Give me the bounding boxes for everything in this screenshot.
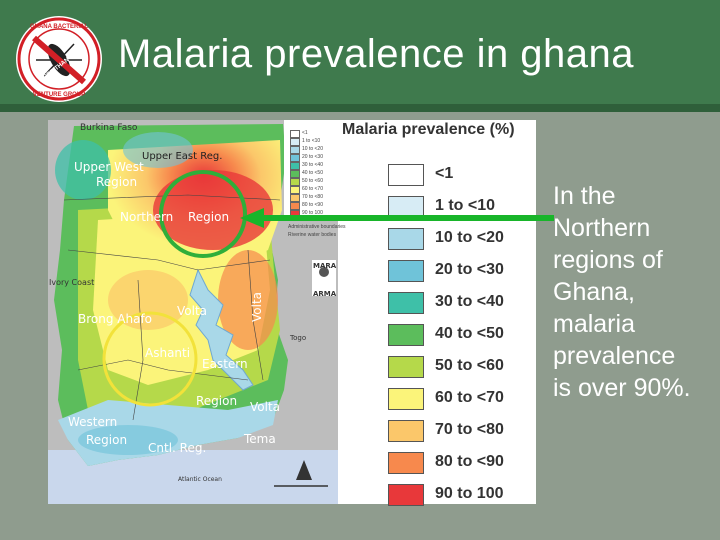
legend-label: 70 to <80 — [435, 421, 504, 438]
inset-legend-label: 40 to <50 — [302, 170, 323, 176]
caption-line: regions of — [553, 246, 663, 274]
legend-item: 70 to <80 — [388, 420, 534, 442]
label-ashanti: Ashanti — [145, 346, 191, 360]
inset-legend-label: 20 to <30 — [302, 154, 323, 160]
legend-label: 30 to <40 — [435, 293, 504, 310]
inset-legend-label: 90 to 100 — [302, 210, 323, 216]
label-eastern: Eastern — [202, 357, 248, 371]
north-arrow-icon — [296, 460, 312, 480]
inset-legend-swatch — [290, 138, 300, 146]
legend-label: 40 to <50 — [435, 325, 504, 342]
inset-legend-label: 50 to <60 — [302, 178, 323, 184]
label-upper-east: Upper East Reg. — [142, 151, 223, 162]
legend-item: 50 to <60 — [388, 356, 534, 378]
caption-line: Ghana, — [553, 278, 636, 306]
inset-legend-swatch — [290, 170, 300, 178]
ghana-prevalence-map — [48, 120, 338, 504]
legend-swatch — [388, 484, 424, 506]
label-tema: Tema — [244, 432, 276, 446]
legend-swatch — [388, 356, 424, 378]
mara-logo-icon — [312, 260, 336, 296]
pointer-arrow-icon — [240, 208, 554, 228]
logo-icon: GHANA BACTERIAL MORE THAN NETS VENTURE G… — [16, 16, 102, 102]
label-central-region: Cntl. Reg. — [148, 441, 207, 455]
inset-legend-swatch — [290, 162, 300, 170]
ashanti-highlight-circle — [102, 311, 198, 407]
inset-legend-label: 80 to <90 — [302, 202, 323, 208]
inset-legend-label: 70 to <80 — [302, 194, 323, 200]
label-volta-mid: Volta — [177, 304, 208, 318]
legend-item: 10 to <20 — [388, 228, 534, 250]
caption-text: In the Northern regions of Ghana, malari… — [553, 180, 713, 404]
legend-title: Malaria prevalence (%) — [342, 121, 515, 138]
legend-label: 10 to <20 — [435, 229, 504, 246]
legend-item: 90 to 100 — [388, 484, 534, 506]
legend-swatch — [388, 324, 424, 346]
legend-item: 20 to <30 — [388, 260, 534, 282]
caption-line: In the — [553, 182, 616, 210]
label-upper-west-region: Region — [96, 175, 138, 189]
caption-line: is over 90%. — [553, 374, 691, 402]
legend-label: 60 to <70 — [435, 389, 504, 406]
label-volta-vertical: Volta — [250, 291, 264, 322]
northern-highlight-circle — [159, 170, 247, 258]
inset-legend-label: 30 to <40 — [302, 162, 323, 168]
inset-legend-swatch — [290, 146, 300, 154]
label-northern: Northern — [120, 210, 174, 224]
inset-legend-label: <1 — [302, 130, 308, 136]
label-northern-region: Region — [188, 210, 230, 224]
legend-label: 20 to <30 — [435, 261, 504, 278]
inset-legend-label: 10 to <20 — [302, 146, 323, 152]
legend-swatch — [388, 388, 424, 410]
legend-item: 40 to <50 — [388, 324, 534, 346]
legend-label: 90 to 100 — [435, 485, 504, 502]
label-eastern-region: Region — [196, 394, 238, 408]
label-western-region: Region — [86, 433, 128, 447]
label-togo: Togo — [290, 334, 307, 342]
legend-swatch — [388, 260, 424, 282]
slide-title: Malaria prevalence in ghana — [118, 32, 635, 76]
inset-legend-swatch — [290, 130, 300, 138]
caption-line: prevalence — [553, 342, 676, 370]
label-atlantic: Atlantic Ocean — [178, 476, 222, 483]
legend-item: 30 to <40 — [388, 292, 534, 314]
inset-legend-label: 60 to <70 — [302, 186, 323, 192]
slide-header — [0, 0, 720, 112]
legend-item: <1 — [388, 164, 534, 186]
legend-label: 50 to <60 — [435, 357, 504, 374]
inset-legend-swatch — [290, 186, 300, 194]
legend-label: 80 to <90 — [435, 453, 504, 470]
label-ivory-coast: Ivory Coast — [49, 278, 95, 287]
legend-swatch — [388, 292, 424, 314]
label-burkina-faso: Burkina Faso — [80, 123, 138, 133]
legend-label: <1 — [435, 165, 454, 182]
label-western: Western — [68, 415, 118, 429]
inset-note-boundaries: Administrative boundaries — [288, 224, 346, 230]
inset-note-water: Riverine water bodies — [288, 232, 337, 238]
legend-swatch — [388, 164, 424, 186]
label-brong-ahafo: Brong Ahafo — [78, 312, 153, 326]
inset-legend-swatch — [290, 154, 300, 162]
caption-line: malaria — [553, 310, 635, 338]
label-arma: ARMA — [313, 290, 337, 298]
label-mara: MARA — [313, 262, 337, 270]
inset-legend-swatch — [290, 202, 300, 210]
inset-legend-swatch — [290, 178, 300, 186]
caption-line: Northern — [553, 214, 651, 242]
label-volta-lower: Volta — [250, 400, 281, 414]
legend-swatch — [388, 228, 424, 250]
header-shade — [0, 104, 720, 112]
inset-legend-swatch — [290, 194, 300, 202]
legend-item: 60 to <70 — [388, 388, 534, 410]
logo-top-text: GHANA BACTERIAL — [30, 24, 88, 30]
legend-item: 80 to <90 — [388, 452, 534, 474]
inset-legend-label: 1 to <10 — [302, 138, 321, 144]
legend-label: 1 to <10 — [435, 197, 496, 214]
label-upper-west: Upper West — [74, 160, 144, 174]
legend-swatch — [388, 420, 424, 442]
legend-swatch — [388, 452, 424, 474]
logo-bottom-text: VENTURE GROUP — [33, 92, 85, 98]
